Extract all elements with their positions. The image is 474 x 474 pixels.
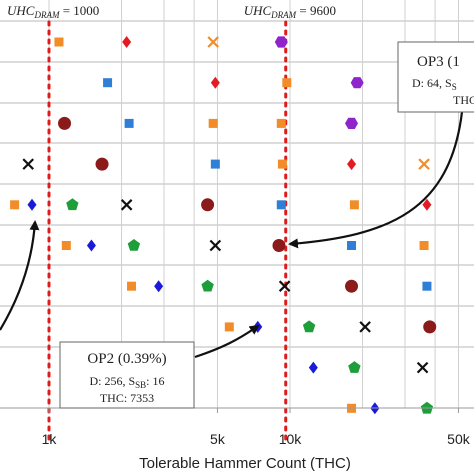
marker-square: [419, 241, 429, 250]
x-tick-label: 50k: [447, 431, 471, 447]
uhc-threshold-label: UHCDRAM = 9600: [244, 3, 336, 20]
op3-box: [397, 41, 474, 113]
x-axis: Tolerable Hammer Count (THC) 1k 5k 10k 50k: [0, 407, 474, 472]
marker-square: [224, 322, 234, 332]
marker-pentagon: [66, 198, 79, 211]
marker-square: [276, 118, 286, 128]
op3-title: OP3 (1: [417, 54, 460, 70]
data-markers: [10, 36, 437, 415]
x-tick-label: 5k: [210, 431, 226, 447]
marker-square: [127, 281, 137, 291]
op2-thc: THC: 7353: [100, 391, 154, 405]
marker-diamond: [86, 239, 96, 252]
marker-square: [54, 37, 64, 47]
op2-params: D: 256, SSB: 16: [89, 374, 164, 390]
op3-thc: THC: [453, 93, 474, 107]
marker-diamond: [210, 76, 220, 89]
marker-cross: [416, 361, 429, 374]
marker-hexagon: [345, 117, 358, 129]
marker-square: [103, 78, 113, 88]
marker-square: [124, 118, 134, 128]
marker-diamond: [308, 361, 318, 374]
marker-diamond: [347, 158, 357, 171]
marker-circle: [272, 239, 286, 252]
marker-circle: [58, 116, 72, 130]
marker-diamond: [27, 198, 37, 211]
marker-hexagon: [350, 77, 364, 89]
uhc-threshold-label: UHCDRAM = 1000: [7, 3, 99, 20]
left-arrow: [0, 220, 40, 331]
marker-square: [61, 241, 71, 250]
marker-square: [349, 200, 359, 210]
marker-square: [210, 159, 220, 169]
grid: [0, 0, 474, 408]
marker-cross: [22, 158, 35, 170]
op2-arrow: [194, 324, 260, 359]
x-tick-label: 1k: [42, 431, 58, 447]
marker-cross: [359, 321, 371, 333]
marker-square: [282, 78, 292, 88]
marker-diamond: [122, 36, 132, 48]
marker-square: [276, 200, 286, 210]
marker-cross: [207, 36, 219, 48]
marker-square: [277, 159, 287, 169]
marker-pentagon: [127, 239, 141, 251]
marker-circle: [423, 320, 437, 334]
marker-pentagon: [201, 279, 214, 292]
marker-square: [10, 200, 20, 210]
x-axis-label: Tolerable Hammer Count (THC): [139, 455, 351, 472]
marker-cross: [278, 280, 291, 292]
marker-square: [347, 241, 357, 250]
op2-annotation: OP2 (0.39%) D: 256, SSB: 16 THC: 7353: [59, 324, 260, 409]
marker-hexagon: [274, 36, 288, 48]
op2-box: [59, 341, 195, 409]
x-tick-label: 10k: [279, 431, 303, 447]
marker-cross: [418, 158, 430, 170]
marker-square: [422, 281, 432, 291]
marker-circle: [95, 157, 109, 171]
op3-annotation: OP3 (1 D: 64, SS THC: [288, 41, 474, 249]
marker-circle: [201, 198, 215, 212]
uhc-threshold-lines: UHCDRAM = 1000 UHCDRAM = 9600: [7, 3, 336, 447]
marker-pentagon: [302, 320, 316, 333]
marker-cross: [209, 239, 222, 252]
marker-circle: [345, 279, 359, 293]
marker-square: [208, 118, 218, 128]
op3-params: D: 64, SS: [412, 76, 457, 92]
marker-diamond: [422, 198, 432, 211]
marker-pentagon: [348, 361, 361, 373]
op2-title: OP2 (0.39%): [87, 351, 166, 367]
marker-diamond: [154, 280, 164, 293]
marker-cross: [120, 199, 133, 211]
op3-arrow: [288, 111, 464, 249]
